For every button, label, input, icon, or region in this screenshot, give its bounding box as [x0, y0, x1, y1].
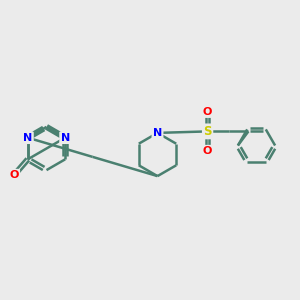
Text: S: S — [203, 125, 212, 138]
Text: N: N — [61, 133, 70, 143]
Text: N: N — [153, 128, 162, 138]
Text: O: O — [9, 170, 19, 180]
Text: N: N — [23, 133, 32, 143]
Text: O: O — [203, 146, 212, 156]
Text: O: O — [203, 106, 212, 117]
